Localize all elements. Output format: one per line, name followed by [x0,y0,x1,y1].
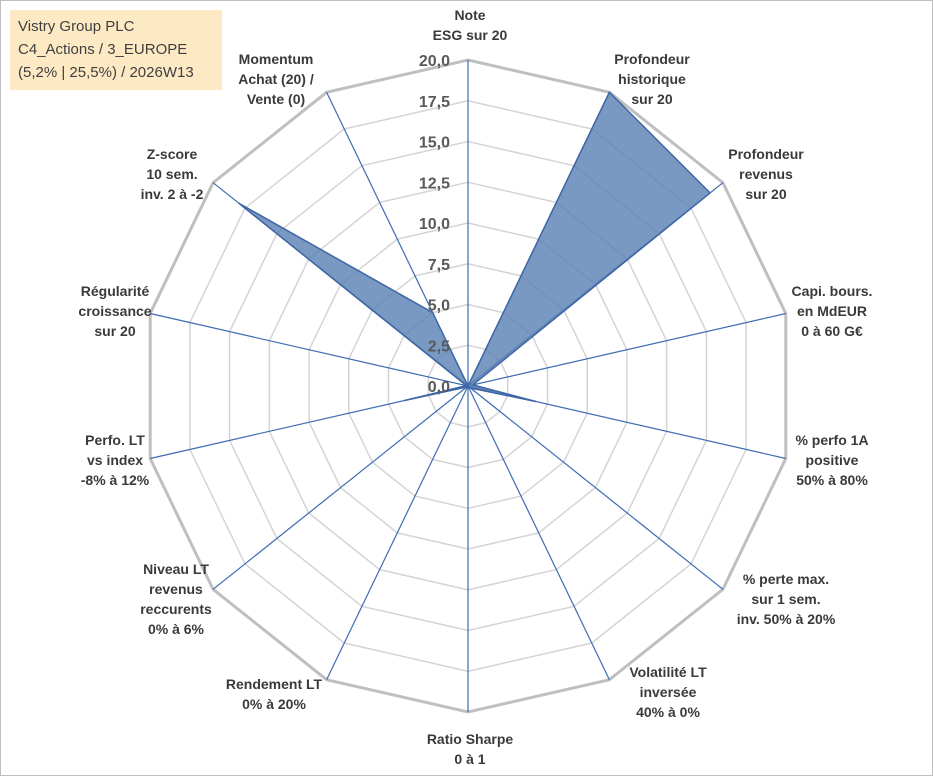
axis-label-13: Momentum Achat (20) / Vente (0) [238,51,314,107]
tick-label-4: 10,0 [419,216,450,233]
axis-label-3: Capi. bours. en MdEUR 0 à 60 G€ [792,283,873,339]
tick-label-5: 12,5 [419,175,450,192]
tick-label-2: 5,0 [428,298,450,315]
spoke-3 [467,312,786,387]
axis-label-0: Note ESG sur 20 [433,7,508,43]
axis-label-4: % perfo 1A positive 50% à 80% [795,432,868,488]
spoke-8 [326,385,469,680]
tick-label-7: 17,5 [419,94,450,111]
axis-label-2: Profondeur revenus sur 20 [728,146,804,202]
period-line: (5,2% | 25,5%) / 2026W13 [18,64,194,81]
tick-label-0: 0,0 [428,379,450,396]
tick-label-6: 15,0 [419,135,450,152]
spoke-11 [150,312,469,387]
axis-label-6: Volatilité LT inversée 40% à 0% [629,664,707,720]
axis-label-10: Perfo. LT vs index -8% à 12% [81,432,150,488]
axis-label-7: Ratio Sharpe 0 à 1 [427,731,514,767]
spoke-5 [467,385,724,590]
category-line: C4_Actions / 3_EUROPE [18,41,188,58]
axis-label-1: Profondeur historique sur 20 [614,51,690,107]
spoke-6 [467,385,610,680]
series-area [238,91,712,403]
info-box: Vistry Group PLC C4_Actions / 3_EUROPE (… [10,10,222,90]
tick-label-1: 2,5 [428,338,450,355]
company-name: Vistry Group PLC [18,18,135,35]
axis-label-12: Z-score 10 sem. inv. 2 à -2 [141,146,204,202]
spoke-9 [212,385,469,590]
tick-label-3: 7,5 [428,257,450,274]
axis-label-9: Niveau LT revenus reccurents 0% à 6% [140,561,212,637]
axis-label-11: Régularité croissance sur 20 [78,283,151,339]
axis-label-8: Rendement LT 0% à 20% [226,676,323,712]
tick-label-8: 20,0 [419,53,450,70]
axis-label-5: % perte max. sur 1 sem. inv. 50% à 20% [737,571,836,627]
